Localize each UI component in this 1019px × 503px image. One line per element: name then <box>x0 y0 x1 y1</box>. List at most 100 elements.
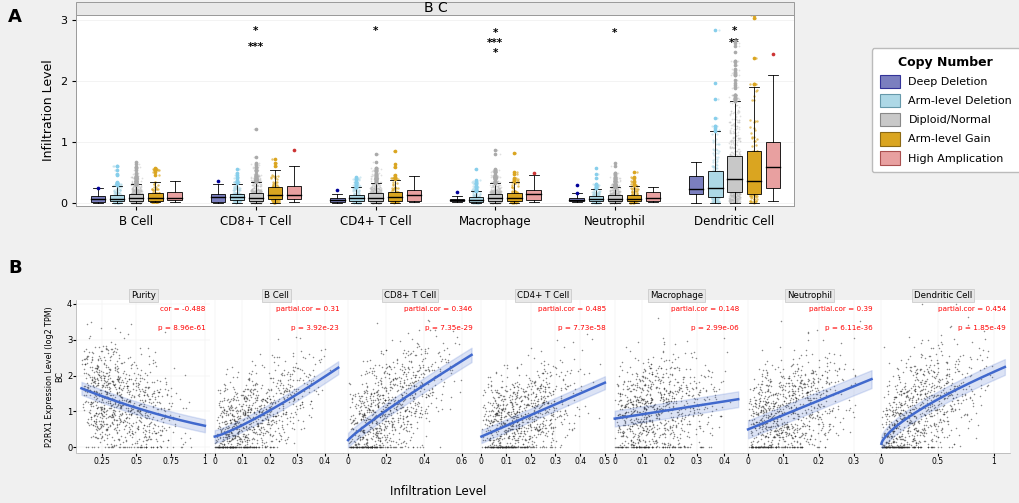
Point <box>388 402 405 410</box>
Point <box>140 411 156 419</box>
Point <box>130 196 147 204</box>
Point <box>250 391 266 399</box>
Point <box>372 194 388 202</box>
Point <box>362 364 378 372</box>
Point <box>792 377 808 385</box>
Point <box>636 408 652 416</box>
Point <box>601 192 618 200</box>
Point <box>347 193 364 201</box>
Point <box>605 170 622 178</box>
Point <box>247 191 263 199</box>
Point <box>236 408 253 416</box>
Point <box>127 197 144 205</box>
Point <box>900 408 916 416</box>
Point <box>900 418 916 427</box>
Point <box>363 194 379 202</box>
Point <box>481 417 497 425</box>
Point <box>730 187 746 195</box>
Point <box>479 435 495 443</box>
Point <box>114 369 130 377</box>
Point <box>371 199 387 207</box>
Point <box>704 188 720 196</box>
Point <box>610 187 627 195</box>
Point <box>601 191 618 199</box>
Point <box>483 443 499 451</box>
Point <box>471 195 487 203</box>
Point <box>144 198 160 206</box>
Point <box>259 394 275 402</box>
Point <box>645 405 661 413</box>
Point <box>112 197 128 205</box>
Point <box>153 443 169 451</box>
Point <box>883 438 900 446</box>
Point <box>245 195 261 203</box>
Point <box>346 192 363 200</box>
Point <box>604 196 621 204</box>
Point <box>486 198 502 206</box>
Point <box>434 339 450 347</box>
Point <box>634 424 650 432</box>
Point <box>129 192 146 200</box>
Point <box>266 443 282 451</box>
Point <box>246 125 262 133</box>
Point <box>149 443 165 451</box>
Point <box>486 427 502 435</box>
Point <box>664 350 681 358</box>
Point <box>622 422 638 430</box>
Point <box>350 434 366 442</box>
Point <box>228 196 245 204</box>
Point <box>253 192 269 200</box>
Point <box>615 402 632 410</box>
Point <box>650 410 666 418</box>
Point <box>144 194 160 202</box>
Point <box>441 405 458 413</box>
Point <box>508 388 525 396</box>
Point <box>90 362 106 370</box>
Point <box>354 396 370 404</box>
Point <box>502 413 519 422</box>
Point <box>492 196 508 204</box>
Point <box>147 193 163 201</box>
Point <box>366 194 382 202</box>
Point <box>498 401 515 409</box>
Point <box>231 422 248 430</box>
Point <box>363 191 379 199</box>
Point <box>228 194 245 202</box>
Point <box>680 409 696 417</box>
Point <box>507 194 524 202</box>
Point <box>142 410 158 418</box>
Point <box>726 161 742 170</box>
Point <box>403 410 419 418</box>
Point <box>291 404 308 412</box>
Point <box>889 419 905 427</box>
Point <box>110 391 126 399</box>
Point <box>254 411 270 419</box>
Point <box>496 419 513 427</box>
Point <box>362 414 378 423</box>
Point <box>377 395 393 403</box>
Point <box>359 406 375 414</box>
Point <box>417 393 433 401</box>
Point <box>745 137 761 145</box>
Point <box>897 406 913 414</box>
Point <box>728 98 744 106</box>
Point <box>896 433 912 441</box>
Point <box>890 375 906 383</box>
Point <box>787 394 803 402</box>
Text: *: * <box>373 26 378 36</box>
Point <box>96 408 112 416</box>
Point <box>371 196 387 204</box>
Point <box>367 443 383 451</box>
Point <box>772 415 789 424</box>
Point <box>607 194 624 202</box>
Point <box>780 388 796 396</box>
Point <box>489 191 505 199</box>
Point <box>745 191 761 199</box>
Point <box>81 381 97 389</box>
Point <box>654 348 671 356</box>
Point <box>439 356 455 364</box>
Point <box>244 196 260 204</box>
Point <box>227 417 244 425</box>
Point <box>408 407 424 415</box>
Point <box>129 194 146 202</box>
